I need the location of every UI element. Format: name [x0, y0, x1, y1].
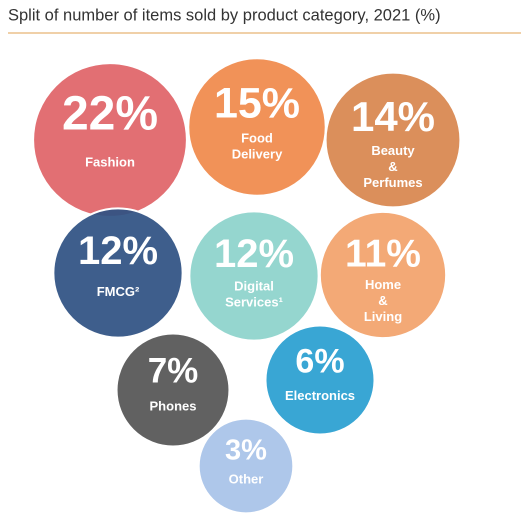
value-label: 14% — [351, 93, 435, 140]
value-label: 7% — [148, 351, 199, 390]
bubble — [197, 417, 295, 515]
category-label-line: Living — [364, 309, 402, 324]
category-label-line: & — [378, 293, 387, 308]
category-label-line: & — [388, 160, 397, 175]
category-label-line: Delivery — [232, 147, 283, 162]
chart-title: Split of number of items sold by product… — [8, 6, 441, 24]
category-label: FMCG² — [97, 284, 140, 299]
category-label: Other — [229, 472, 264, 487]
value-label: 6% — [295, 343, 344, 381]
category-label-line: Perfumes — [363, 176, 422, 191]
category-label: Home & Living — [364, 277, 402, 324]
bubble — [115, 332, 231, 448]
category-label: Digital Services¹ — [225, 279, 283, 310]
bubble — [324, 71, 462, 209]
bubble — [187, 57, 327, 197]
category-label-line: Food — [241, 131, 273, 146]
category-label: Food Delivery — [232, 131, 283, 162]
bubble — [264, 324, 376, 436]
value-label: 11% — [345, 232, 421, 275]
category-label: Phones — [150, 398, 197, 413]
value-label: 22% — [62, 88, 158, 141]
bubble — [52, 207, 184, 339]
value-label: 15% — [214, 80, 300, 128]
value-label: 3% — [225, 434, 267, 466]
category-label-line: Services¹ — [225, 295, 283, 310]
category-label: Beauty & Perfumes — [363, 144, 422, 191]
value-label: 12% — [78, 229, 158, 273]
value-label: 12% — [214, 232, 294, 276]
category-label: Electronics — [285, 388, 355, 403]
category-label-line: Beauty — [371, 144, 415, 159]
bubble — [318, 210, 448, 340]
category-label-line: Home — [365, 277, 401, 292]
category-label-line: Digital — [234, 279, 274, 294]
category-label: Fashion — [85, 155, 135, 170]
bubble — [188, 210, 320, 342]
